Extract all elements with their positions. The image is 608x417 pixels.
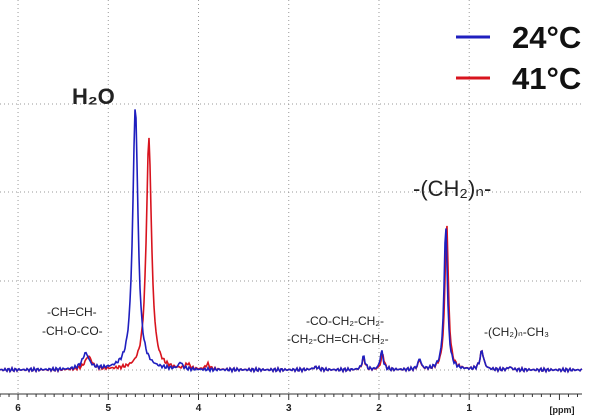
annotation-olefinic-1: -CH=CH-: [47, 305, 97, 319]
legend-label-24c: 24°C: [512, 20, 581, 55]
x-tick-label: 4: [196, 403, 202, 414]
annotation-mid-1: -CO-CH₂-CH₂-: [306, 314, 384, 328]
annotation-ch3: -(CH₂)ₙ-CH₃: [484, 325, 549, 339]
x-tick-label: 3: [286, 403, 292, 414]
annotation-olefinic-2: -CH-O-CO-: [42, 324, 103, 338]
x-axis-label: [ppm]: [550, 405, 575, 415]
annotation-mid-2: -CH₂-CH=CH-CH₂-: [287, 332, 389, 346]
x-tick-label: 5: [105, 403, 111, 414]
series-line-24c: [0, 109, 583, 374]
annotation-h2o: H₂O: [72, 84, 115, 109]
legend: 24°C 41°C: [456, 20, 581, 96]
annotation-ch2n: -(CH₂)ₙ-: [413, 176, 491, 201]
grid-lines: [0, 0, 582, 394]
x-tick-label: 6: [15, 403, 21, 414]
x-tick-label: 1: [466, 403, 472, 414]
x-tick-label: 2: [376, 403, 382, 414]
peak-annotations: H₂O -(CH₂)ₙ- -(CH₂)ₙ-CH₃ -CH=CH- -CH-O-C…: [42, 84, 549, 346]
legend-label-41c: 41°C: [512, 61, 581, 96]
x-axis-ticks: 6 5 4 3 2 1: [0, 394, 578, 414]
